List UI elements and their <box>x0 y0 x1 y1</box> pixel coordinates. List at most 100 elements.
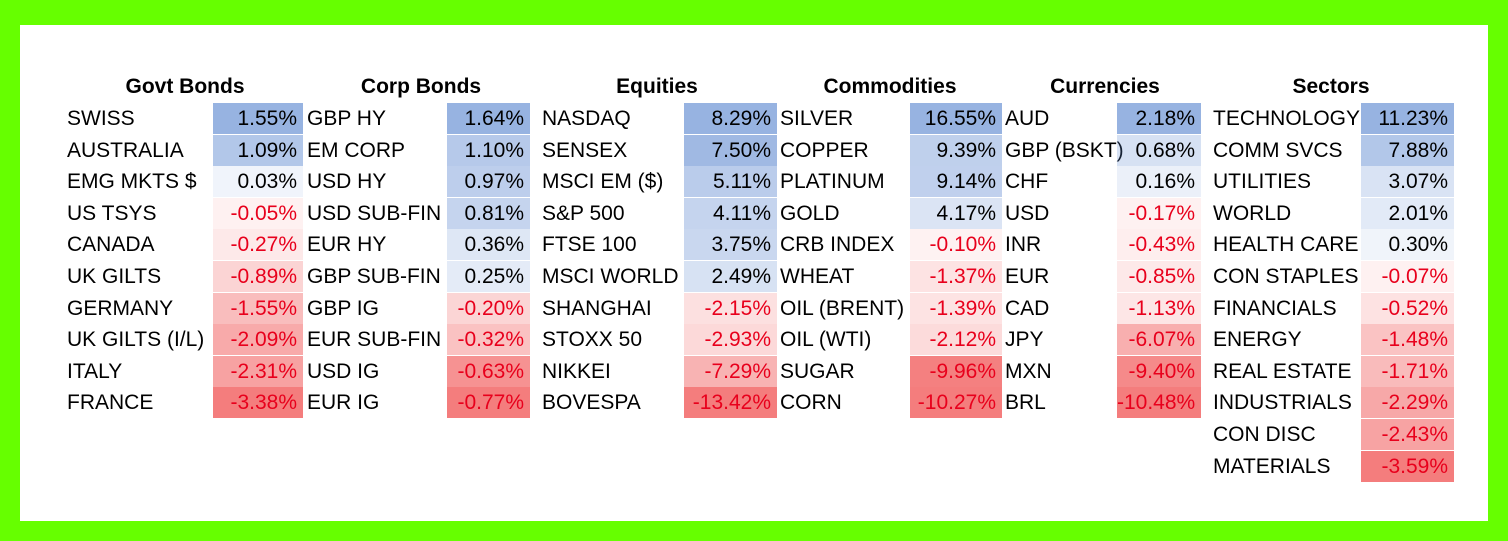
table-row: MSCI WORLD 2.49% <box>542 261 777 292</box>
row-value: -2.09% <box>213 324 303 356</box>
table-row: FRANCE -3.38% <box>67 387 303 419</box>
row-value: -1.39% <box>910 292 1002 324</box>
table-row: SHANGHAI -2.15% <box>542 292 777 324</box>
group-title: Currencies <box>1050 75 1160 98</box>
row-label: EMG MKTS $ <box>67 170 197 194</box>
row-label: CANADA <box>67 233 155 257</box>
table-row: USD IG -0.63% <box>307 355 530 387</box>
row-label: CAD <box>1005 296 1050 320</box>
row-value: 7.50% <box>684 134 777 166</box>
table-row: GOLD 4.17% <box>780 197 1002 229</box>
row-label: CRB INDEX <box>780 233 895 257</box>
row-value: -2.93% <box>684 324 777 356</box>
row-value: 4.17% <box>910 197 1002 229</box>
row-label: CHF <box>1005 170 1049 194</box>
table-row: SENSEX 7.50% <box>542 134 777 166</box>
group-title: Corp Bonds <box>360 75 482 98</box>
table-row: OIL (BRENT) -1.39% <box>780 292 1002 324</box>
row-value: -0.27% <box>213 229 303 261</box>
row-value: 0.03% <box>213 166 303 198</box>
table-row: EM CORP 1.10% <box>307 134 530 166</box>
group-title: Govt Bonds <box>125 75 245 98</box>
row-label: FTSE 100 <box>542 233 637 257</box>
row-label: FINANCIALS <box>1213 296 1337 320</box>
row-label: INDUSTRIALS <box>1213 391 1352 415</box>
table-row: USD SUB-FIN 0.81% <box>307 197 530 229</box>
row-value: -10.27% <box>910 387 1002 419</box>
row-label: EUR IG <box>307 391 380 415</box>
row-label: USD IG <box>307 359 380 383</box>
row-value: 11.23% <box>1361 103 1454 134</box>
table-row: GBP SUB-FIN 0.25% <box>307 261 530 292</box>
table-row: EUR -0.85% <box>1005 261 1201 292</box>
table-row: EUR SUB-FIN -0.32% <box>307 324 530 356</box>
row-value: -3.59% <box>1361 450 1454 482</box>
row-value: 8.29% <box>684 103 777 134</box>
row-label: CON STAPLES <box>1213 265 1359 288</box>
table-row: UK GILTS (I/L) -2.09% <box>67 324 303 356</box>
row-value: -0.52% <box>1361 292 1454 324</box>
table-row: INDUSTRIALS -2.29% <box>1213 387 1454 419</box>
table-row: EUR HY 0.36% <box>307 229 530 261</box>
row-label: CORN <box>780 391 842 415</box>
row-label: USD <box>1005 201 1050 225</box>
row-value: -1.71% <box>1361 355 1454 387</box>
row-label: GBP (BSKT) <box>1005 138 1124 162</box>
row-value: 2.01% <box>1361 197 1454 229</box>
table-row: MXN -9.40% <box>1005 355 1201 387</box>
row-value: -0.63% <box>447 355 530 387</box>
table-row: PLATINUM 9.14% <box>780 166 1002 198</box>
table-row: NIKKEI -7.29% <box>542 355 777 387</box>
row-label: USD SUB-FIN <box>307 201 442 225</box>
row-value: -0.05% <box>213 197 303 229</box>
row-label: GBP HY <box>307 107 386 130</box>
row-value: -13.42% <box>684 387 777 419</box>
row-value: 0.16% <box>1117 166 1201 198</box>
table-row: BRL -10.48% <box>1005 387 1201 419</box>
row-label: TECHNOLOGY <box>1213 107 1361 130</box>
group-title: Commodities <box>823 75 957 98</box>
row-value: -2.43% <box>1361 419 1454 450</box>
row-value: 0.25% <box>447 261 530 292</box>
row-value: -0.20% <box>447 292 530 324</box>
row-value: -9.96% <box>910 355 1002 387</box>
row-value: 0.81% <box>447 197 530 229</box>
table-row: CORN -10.27% <box>780 387 1002 419</box>
row-label: SWISS <box>67 107 135 130</box>
table-row: FTSE 100 3.75% <box>542 229 777 261</box>
row-label: GBP IG <box>307 296 379 320</box>
table-row: WHEAT -1.37% <box>780 261 1002 292</box>
row-label: HEALTH CARE <box>1213 233 1359 257</box>
row-label: SUGAR <box>780 359 855 383</box>
row-value: -2.31% <box>213 355 303 387</box>
row-value: 1.64% <box>447 103 530 134</box>
row-label: MXN <box>1005 359 1052 383</box>
row-value: -10.48% <box>1117 387 1201 419</box>
table-row: S&P 500 4.11% <box>542 197 777 229</box>
row-label: SENSEX <box>542 138 628 162</box>
table-row: SUGAR -9.96% <box>780 355 1002 387</box>
row-value: 16.55% <box>910 103 1002 134</box>
row-label: MATERIALS <box>1213 454 1331 478</box>
row-label: STOXX 50 <box>542 328 642 352</box>
group-title: Equities <box>616 75 698 98</box>
row-value: 9.39% <box>910 134 1002 166</box>
row-value: -0.85% <box>1117 261 1201 292</box>
row-value: 2.18% <box>1117 103 1201 134</box>
row-label: EUR HY <box>307 233 387 257</box>
row-label: US TSYS <box>67 201 157 225</box>
row-value: 1.09% <box>213 134 303 166</box>
table-row: SILVER 16.55% <box>780 103 1002 134</box>
row-label: WORLD <box>1213 201 1292 225</box>
row-label: FRANCE <box>67 391 154 415</box>
table-row: JPY -6.07% <box>1005 324 1201 356</box>
table-row: CHF 0.16% <box>1005 166 1201 198</box>
table-row: EUR IG -0.77% <box>307 387 530 419</box>
row-value: -0.10% <box>910 229 1002 261</box>
table-row: MATERIALS -3.59% <box>1213 450 1454 482</box>
row-label: EUR <box>1005 265 1050 288</box>
table-row: WORLD 2.01% <box>1213 197 1454 229</box>
table-row: UTILITIES 3.07% <box>1213 166 1454 198</box>
table-row: USD HY 0.97% <box>307 166 530 198</box>
table-row: ENERGY -1.48% <box>1213 324 1454 356</box>
